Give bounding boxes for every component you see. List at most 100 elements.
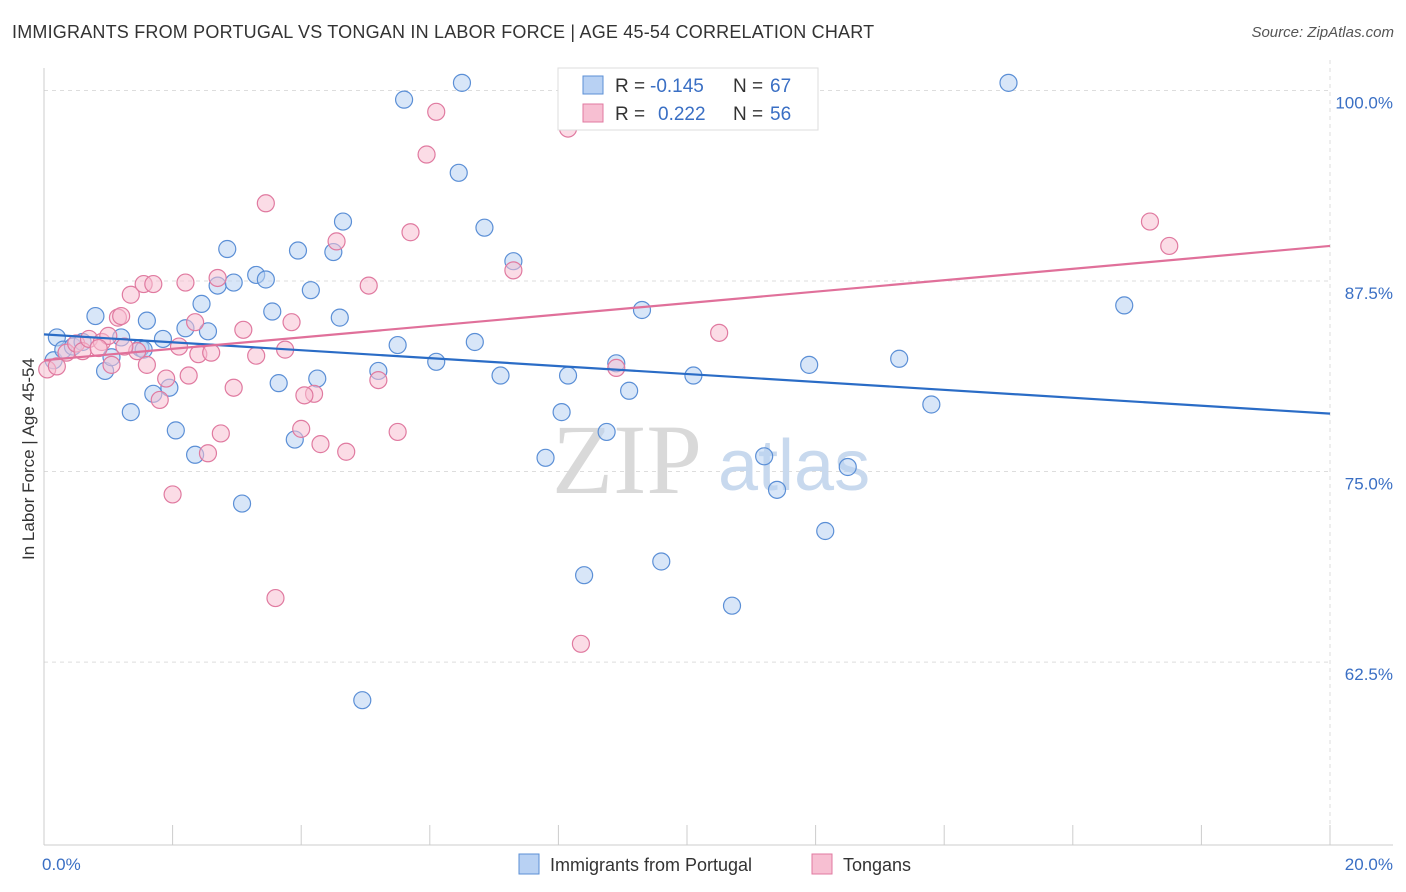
point-tongans: [137, 355, 156, 374]
point-portugal: [288, 241, 308, 260]
point-tongans: [169, 337, 189, 356]
point-portugal: [1115, 296, 1134, 315]
point-portugal: [800, 355, 819, 374]
point-portugal: [394, 90, 414, 109]
point-portugal: [308, 369, 327, 388]
point-tongans: [176, 273, 195, 292]
point-tongans: [295, 386, 314, 405]
point-tongans: [292, 419, 311, 438]
point-tongans: [369, 370, 388, 390]
chart-title: IMMIGRANTS FROM PORTUGAL VS TONGAN IN LA…: [12, 22, 875, 42]
point-portugal: [121, 403, 140, 422]
point-portugal: [575, 566, 594, 585]
point-tongans: [121, 285, 140, 304]
point-portugal: [890, 349, 909, 368]
point-tongans: [144, 274, 163, 294]
point-tongans: [1140, 212, 1160, 231]
point-portugal: [755, 447, 774, 466]
point-portugal: [256, 270, 275, 289]
point-portugal: [449, 163, 468, 182]
point-tongans: [327, 232, 346, 251]
point-portugal: [999, 73, 1018, 92]
point-portugal: [536, 448, 555, 467]
stats-box: R = -0.145 N = 67 R = 0.222 N = 56: [557, 67, 819, 131]
point-portugal: [153, 329, 173, 349]
legend-label-tongans: Tongans: [843, 855, 911, 875]
point-portugal: [263, 302, 282, 321]
point-tongans: [112, 306, 131, 326]
point-portugal: [452, 73, 472, 92]
point-portugal: [620, 381, 639, 400]
stats-n-label-pink: N =: [733, 104, 763, 125]
legend-label-portugal: Immigrants from Portugal: [550, 855, 752, 875]
x-tick-label: 20.0%: [1345, 855, 1393, 874]
stats-swatch-pink: [582, 103, 604, 123]
stats-n-value-blue: 67: [770, 76, 791, 97]
point-portugal: [652, 552, 671, 571]
stats-r-value-pink: 0.222: [658, 104, 706, 125]
axes: 100.0% 87.5% 75.0% 62.5% 0.0% 20.0%: [42, 68, 1393, 874]
stats-n-value-pink: 56: [770, 104, 791, 125]
trend-line-portugal: [43, 333, 1331, 415]
point-tongans: [256, 194, 275, 213]
point-portugal: [232, 494, 252, 513]
point-portugal: [922, 395, 941, 414]
point-tongans: [266, 588, 285, 608]
stats-swatch-blue: [582, 75, 604, 95]
point-portugal: [552, 403, 571, 422]
point-tongans: [150, 390, 169, 410]
point-tongans: [186, 313, 205, 332]
point-tongans: [337, 442, 356, 461]
point-tongans: [311, 435, 330, 454]
point-portugal: [838, 457, 857, 477]
point-tongans: [208, 268, 227, 288]
point-tongans: [427, 102, 446, 121]
stats-r-label-pink: R =: [615, 104, 645, 125]
point-tongans: [211, 424, 230, 443]
source-label: Source: ZipAtlas.com: [1251, 24, 1394, 41]
point-tongans: [224, 378, 243, 397]
stats-r-value-blue: -0.145: [650, 76, 704, 97]
point-tongans: [179, 366, 198, 385]
point-portugal: [192, 294, 211, 313]
point-tongans: [417, 145, 436, 164]
point-tongans: [198, 444, 218, 463]
y-tick-label: 62.5%: [1345, 665, 1393, 684]
point-tongans: [401, 223, 420, 242]
point-portugal: [333, 212, 353, 231]
point-tongans: [99, 326, 118, 345]
y-tick-label: 75.0%: [1345, 475, 1393, 494]
point-tongans: [89, 338, 108, 358]
point-tongans: [115, 337, 134, 356]
y-tick-label: 87.5%: [1345, 284, 1393, 303]
point-portugal: [224, 273, 243, 292]
point-portugal: [330, 308, 349, 327]
point-tongans: [710, 323, 729, 342]
stats-n-label-blue: N =: [733, 76, 763, 97]
point-portugal: [166, 421, 185, 440]
point-tongans: [571, 634, 591, 653]
point-portugal: [558, 366, 578, 385]
watermark-zip: ZIP: [552, 404, 702, 515]
point-portugal: [269, 374, 288, 393]
point-tongans: [282, 313, 301, 332]
data-points: [38, 73, 1179, 710]
point-portugal: [198, 322, 218, 341]
point-tongans: [47, 357, 66, 376]
point-tongans: [388, 422, 407, 442]
point-tongans: [247, 346, 266, 365]
point-portugal: [427, 352, 446, 371]
watermark: ZIP atlas: [552, 404, 870, 515]
legend-swatch-portugal: [518, 853, 540, 875]
x-tick-label: 0.0%: [42, 855, 81, 874]
trend-line-tongans: [43, 244, 1331, 362]
point-portugal: [353, 691, 372, 710]
point-portugal: [465, 332, 484, 352]
y-tick-label: 100.0%: [1335, 93, 1393, 112]
legend: Immigrants from Portugal Tongans: [518, 853, 911, 875]
point-portugal: [137, 311, 156, 330]
point-tongans: [102, 355, 121, 374]
point-portugal: [388, 335, 407, 355]
point-portugal: [597, 422, 616, 442]
